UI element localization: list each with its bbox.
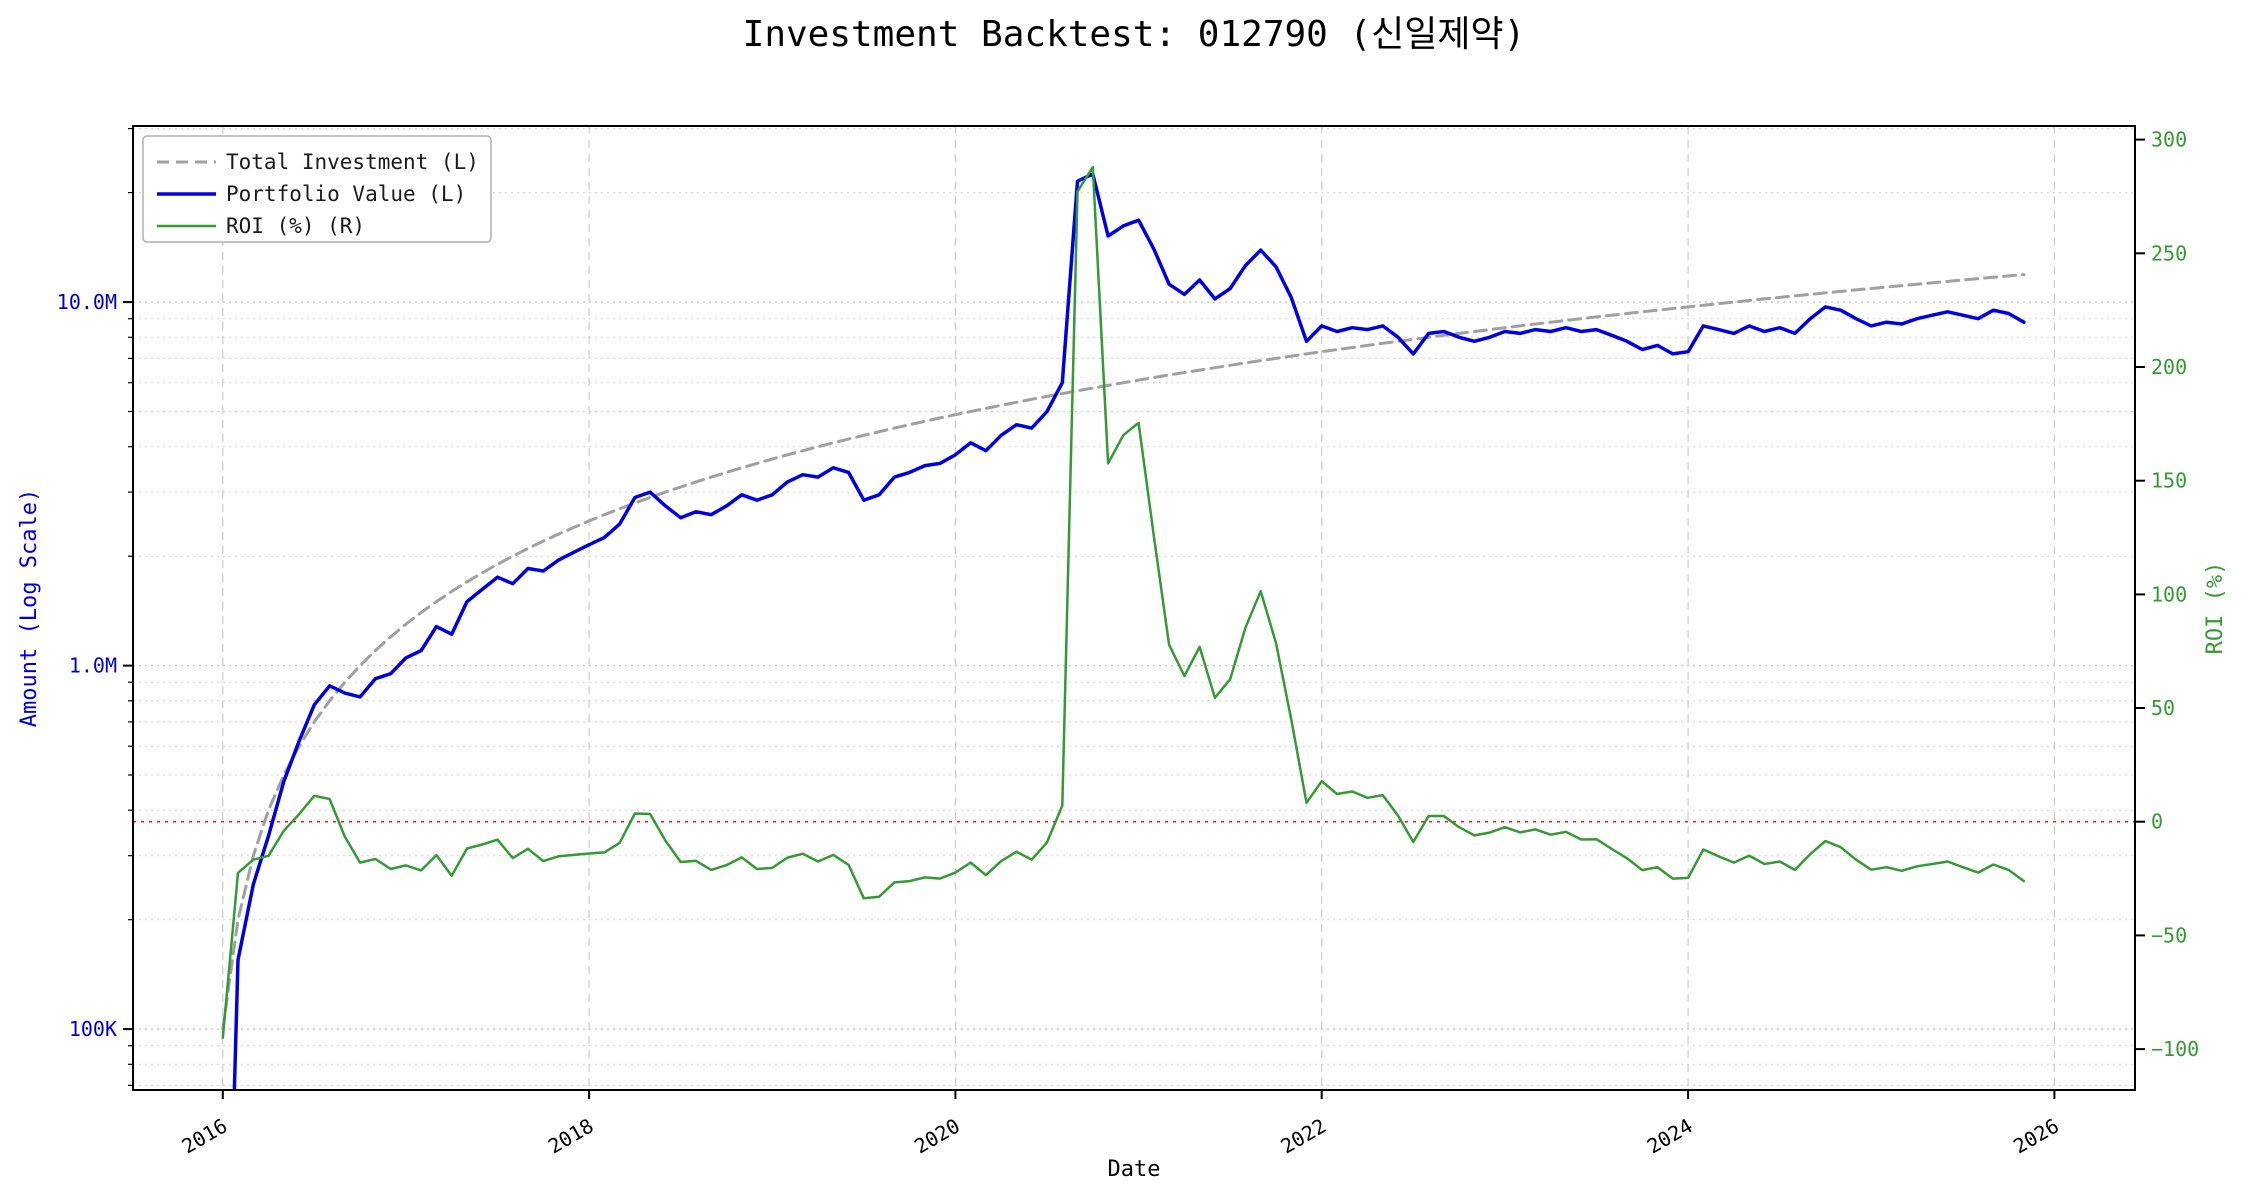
y-left-tick-label: 100K	[69, 1017, 117, 1041]
y-left-tick-label: 10.0M	[57, 290, 117, 314]
y-right-tick-label: 100	[2151, 582, 2187, 606]
plot-border	[132, 125, 2136, 1091]
portfolio-value-line	[232, 172, 2026, 1090]
y-right-tick-label: 0	[2151, 810, 2163, 834]
roi-line	[221, 165, 2026, 1039]
x-tick-label: 2016	[178, 1114, 232, 1159]
legend-label: Total Investment (L)	[226, 150, 479, 174]
legend-label: ROI (%) (R)	[226, 214, 365, 238]
y-axis-label-right: ROI (%)	[2203, 562, 2228, 655]
legend-label: Portfolio Value (L)	[226, 182, 466, 206]
chart-title: Investment Backtest: 012790 (신일제약)	[743, 14, 1526, 55]
x-tick-label: 2024	[1643, 1114, 1697, 1159]
y-right-tick-label: −50	[2151, 923, 2187, 947]
x-tick-label: 2018	[544, 1114, 598, 1159]
y-left-tick-label: 1.0M	[69, 654, 117, 678]
y-right-tick-label: 250	[2151, 241, 2187, 265]
legend-box	[142, 135, 492, 243]
x-tick-label: 2022	[1276, 1114, 1330, 1159]
y-right-tick-label: −100	[2151, 1037, 2199, 1061]
y-right-tick-label: 150	[2151, 469, 2187, 493]
plot-area	[133, 126, 2135, 1090]
y-right-tick-label: 50	[2151, 696, 2175, 720]
legend: Total Investment (L) Portfolio Value (L) R…	[142, 135, 492, 243]
x-tick-label: 2020	[910, 1114, 964, 1159]
total-investment-line	[221, 273, 2026, 1031]
x-tick-label: 2026	[2009, 1114, 2063, 1159]
y-right-tick-label: 300	[2151, 128, 2187, 152]
x-axis-label: Date	[1108, 1157, 1161, 1182]
y-axis-label-left: Amount (Log Scale)	[17, 489, 42, 727]
y-right-tick-label: 200	[2151, 355, 2187, 379]
